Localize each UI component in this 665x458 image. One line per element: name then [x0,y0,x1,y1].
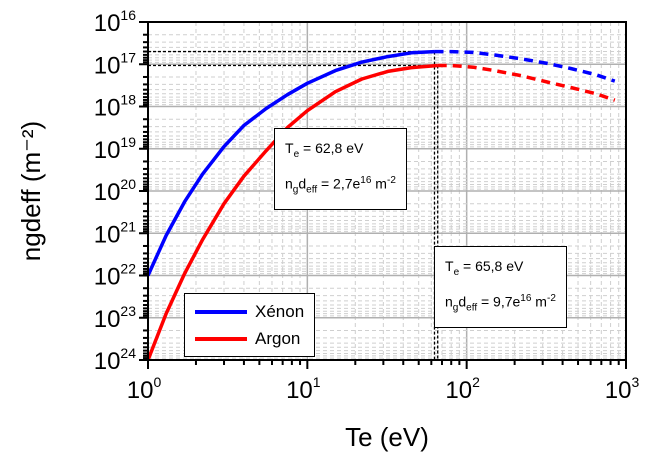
argon-te-line: Te = 65,8 eV [445,253,556,286]
x-tick-label: 101 [286,374,321,404]
legend-item-xenon: Xénon [195,298,304,325]
nd-exponent: 16 [360,174,372,186]
y-tick-label: 1018 [94,92,136,122]
nd-symbol: n [285,175,293,192]
xenon-te-line: Te = 62,8 eV [285,135,396,168]
y-tick-label: 1023 [94,303,136,333]
nd-value: = 9,7e [477,293,521,310]
y-tick-exponent: 17 [120,49,136,65]
y-tick-label: 1022 [94,261,136,291]
legend-item-argon: Argon [195,325,304,352]
y-tick-exponent: 20 [120,176,136,192]
x-tick-exponent: 0 [153,374,161,390]
te-value: = 65,8 eV [459,258,524,274]
nd-subscript-g: g [292,184,299,196]
argon-nd-line: ngdeff = 9,7e16 m-2 [445,286,556,321]
y-tick-label: 1017 [94,49,136,79]
y-tick-exponent: 23 [120,303,136,319]
nd-subscript-eff: eff [306,184,318,196]
legend-label-xenon: Xénon [255,301,305,321]
nd-mid: d [298,175,307,192]
y-tick-exponent: 19 [120,134,136,150]
x-tick-exponent: 3 [631,374,639,390]
y-tick-exponent: 24 [120,345,136,361]
nd-unit-exponent: -2 [386,174,396,186]
argon-annotation-box: Te = 65,8 eV ngdeff = 9,7e16 m-2 [434,246,567,329]
nd-value: = 2,7e [317,175,361,192]
y-tick-label: 1021 [94,218,136,248]
series-extrapolated-argon [437,63,616,102]
x-axis-title: Te (eV) [345,422,429,452]
te-subscript: e [453,266,460,278]
y-tick-exponent: 16 [120,7,136,23]
te-symbol: T [285,140,294,156]
nd-subscript-eff: eff [466,302,478,314]
y-tick-label: 1019 [94,134,136,164]
legend-label-argon: Argon [255,328,301,348]
te-symbol: T [445,258,454,274]
nd-unit: m [531,293,547,310]
y-axis-title: ngdeff (m⁻²) [16,121,46,261]
nd-unit-exponent: -2 [546,292,556,304]
y-tick-exponent: 18 [120,92,136,108]
xenon-nd-line: ngdeff = 2,7e16 m-2 [285,168,396,203]
nd-mid: d [458,293,467,310]
te-value: = 62,8 eV [299,140,364,156]
y-tick-label: 1016 [94,7,136,37]
legend: Xénon Argon [184,293,316,357]
y-tick-label: 1024 [94,345,136,375]
x-tick-exponent: 1 [313,374,321,390]
x-tick-label: 103 [605,374,640,404]
nd-symbol: n [445,293,453,310]
legend-swatch-argon [195,336,247,341]
legend-swatch-xenon [195,309,247,314]
series-extrapolated-xnon [434,49,616,83]
xenon-annotation-box: Te = 62,8 eV ngdeff = 2,7e16 m-2 [274,128,407,211]
te-subscript: e [293,148,300,160]
series-line-xnon [146,49,435,277]
y-tick-exponent: 22 [120,261,136,277]
nd-subscript-g: g [452,302,459,314]
nd-exponent: 16 [520,292,532,304]
nd-unit: m [371,175,387,192]
x-tick-label: 100 [127,374,162,404]
y-tick-label: 1020 [94,176,136,206]
y-tick-exponent: 21 [120,218,136,234]
x-tick-exponent: 2 [472,374,480,390]
x-tick-label: 102 [445,374,480,404]
